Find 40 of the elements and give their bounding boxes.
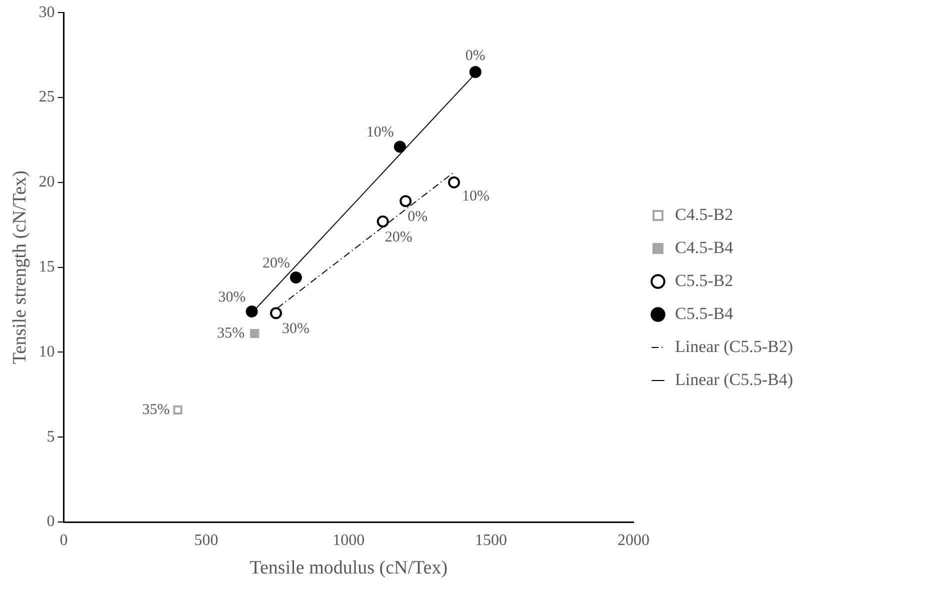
point	[290, 271, 302, 284]
annotation: 30%	[282, 321, 310, 338]
point	[400, 195, 412, 208]
legend-label: C4.5-B2	[674, 204, 734, 224]
x-axis-title: Tensile modulus (cN/Tex)	[250, 558, 448, 579]
point	[469, 66, 482, 78]
annotation: 20%	[384, 229, 412, 246]
point	[250, 328, 260, 338]
annotation: 35%	[217, 325, 245, 342]
y-tick-label: 30	[38, 4, 55, 21]
annotation: 10%	[366, 124, 394, 141]
annotation: 30%	[218, 289, 246, 306]
point	[246, 305, 258, 318]
point	[448, 176, 460, 188]
legend-label: Linear (C5.5-B2)	[674, 336, 794, 356]
point	[270, 307, 282, 320]
x-tick-label: 2000	[617, 532, 650, 549]
point	[173, 405, 182, 414]
legend-label: Linear (C5.5-B4)	[674, 370, 794, 389]
y-tick-label: 10	[38, 343, 55, 360]
annotation: 0%	[408, 209, 428, 226]
y-tick-label: 5	[46, 428, 55, 446]
x-tick-label: 0	[60, 532, 68, 549]
x-tick-label: 1000	[332, 532, 365, 549]
legend-label: C5.5-B4	[674, 304, 734, 323]
annotation: 35%	[142, 402, 170, 418]
x-tick-label: 1500	[475, 532, 508, 549]
y-tick-label: 25	[38, 88, 55, 106]
legend-label: C5.5-B2	[674, 270, 734, 290]
y-tick-label: 0	[46, 513, 55, 530]
legend-label: C4.5-B4	[674, 238, 734, 257]
point	[394, 140, 406, 153]
x-tick-label: 500	[194, 532, 218, 549]
y-tick-label: 20	[38, 174, 55, 191]
annotation: 10%	[462, 188, 490, 204]
y-axis-title: Tensile strength (cN/Tex)	[9, 170, 30, 364]
point	[376, 215, 389, 228]
annotation: 0%	[465, 48, 486, 64]
y-tick-label: 15	[38, 258, 55, 276]
annotation: 20%	[262, 255, 290, 272]
